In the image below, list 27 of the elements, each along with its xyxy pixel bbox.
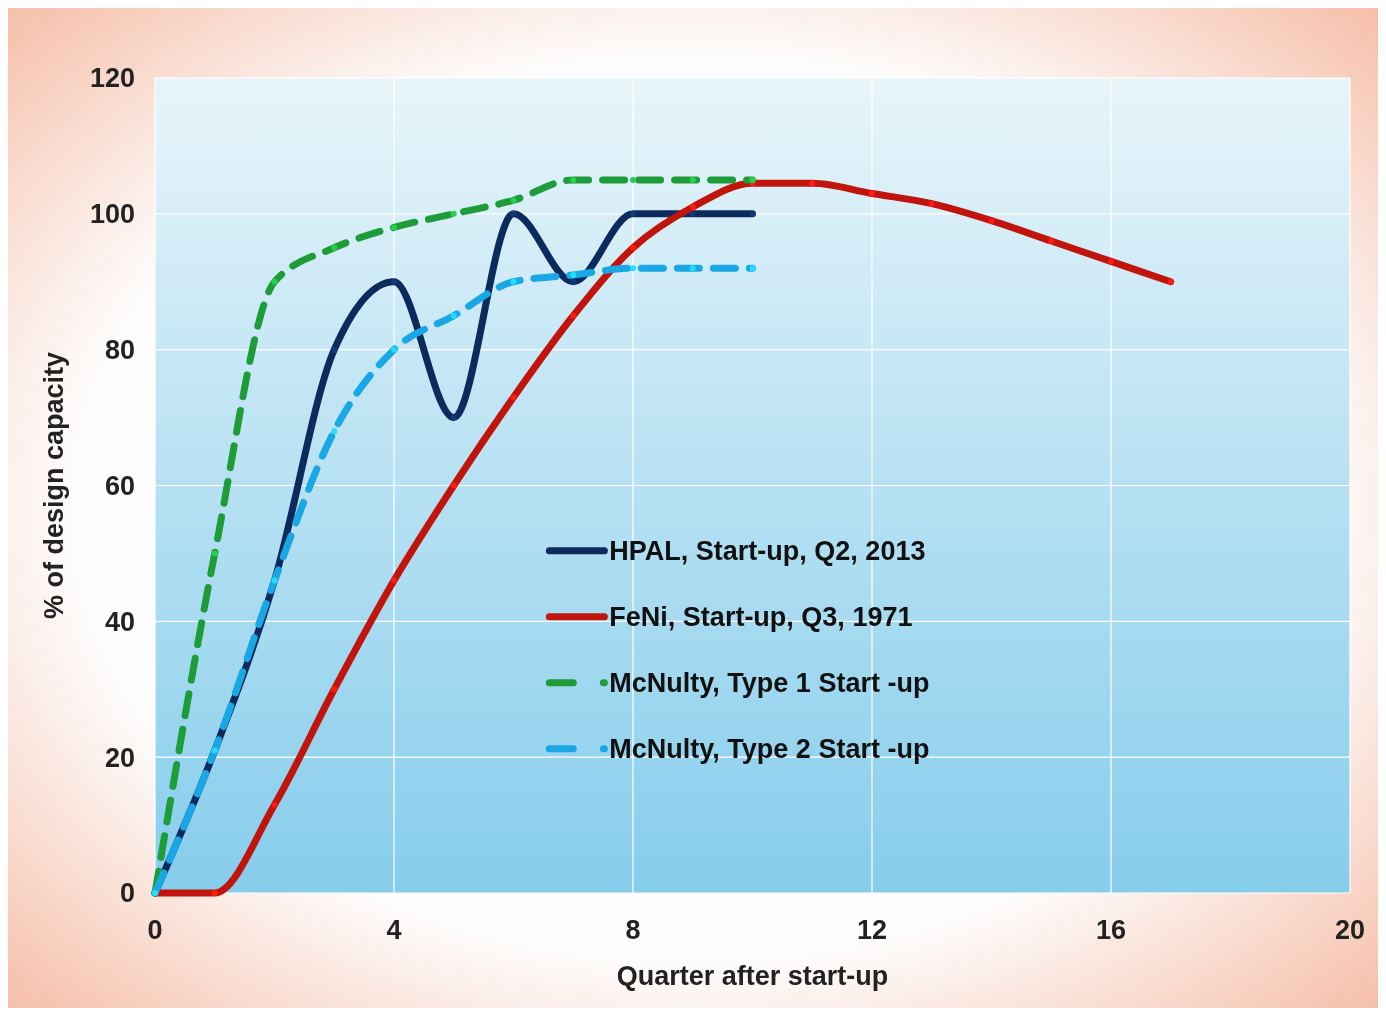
- y-tick-label: 120: [89, 63, 135, 94]
- y-tick-label: 100: [89, 199, 135, 230]
- x-tick-label: 20: [1334, 915, 1366, 945]
- x-axis-title: Quarter after start-up: [616, 961, 889, 991]
- point: [749, 210, 756, 217]
- x-tick-label: 16: [1095, 915, 1127, 945]
- y-tick-label: 40: [104, 606, 135, 637]
- y-axis-title: % of design capacity: [39, 351, 69, 620]
- point: [510, 210, 517, 217]
- y-tick-label: 20: [104, 742, 135, 773]
- legend-label: HPAL, Start-up, Q2, 2013: [609, 536, 926, 567]
- point: [331, 346, 338, 353]
- x-tick-label: 4: [386, 915, 402, 945]
- point: [570, 278, 577, 285]
- point: [450, 414, 457, 421]
- legend-label: FeNi, Start-up, Q3, 1971: [609, 602, 913, 633]
- y-tick-label: 80: [104, 335, 135, 366]
- x-tick-label: 12: [856, 915, 888, 945]
- x-tick-label: 8: [625, 915, 641, 945]
- y-tick-label: 0: [119, 878, 135, 909]
- y-tick-label: 60: [104, 470, 135, 501]
- x-tick-label: 0: [147, 915, 163, 945]
- point: [391, 278, 397, 285]
- legend-label: McNulty, Type 2 Start -up: [609, 734, 930, 765]
- point: [630, 210, 636, 217]
- legend-label: McNulty, Type 1 Start -up: [609, 668, 930, 699]
- point: [689, 210, 696, 217]
